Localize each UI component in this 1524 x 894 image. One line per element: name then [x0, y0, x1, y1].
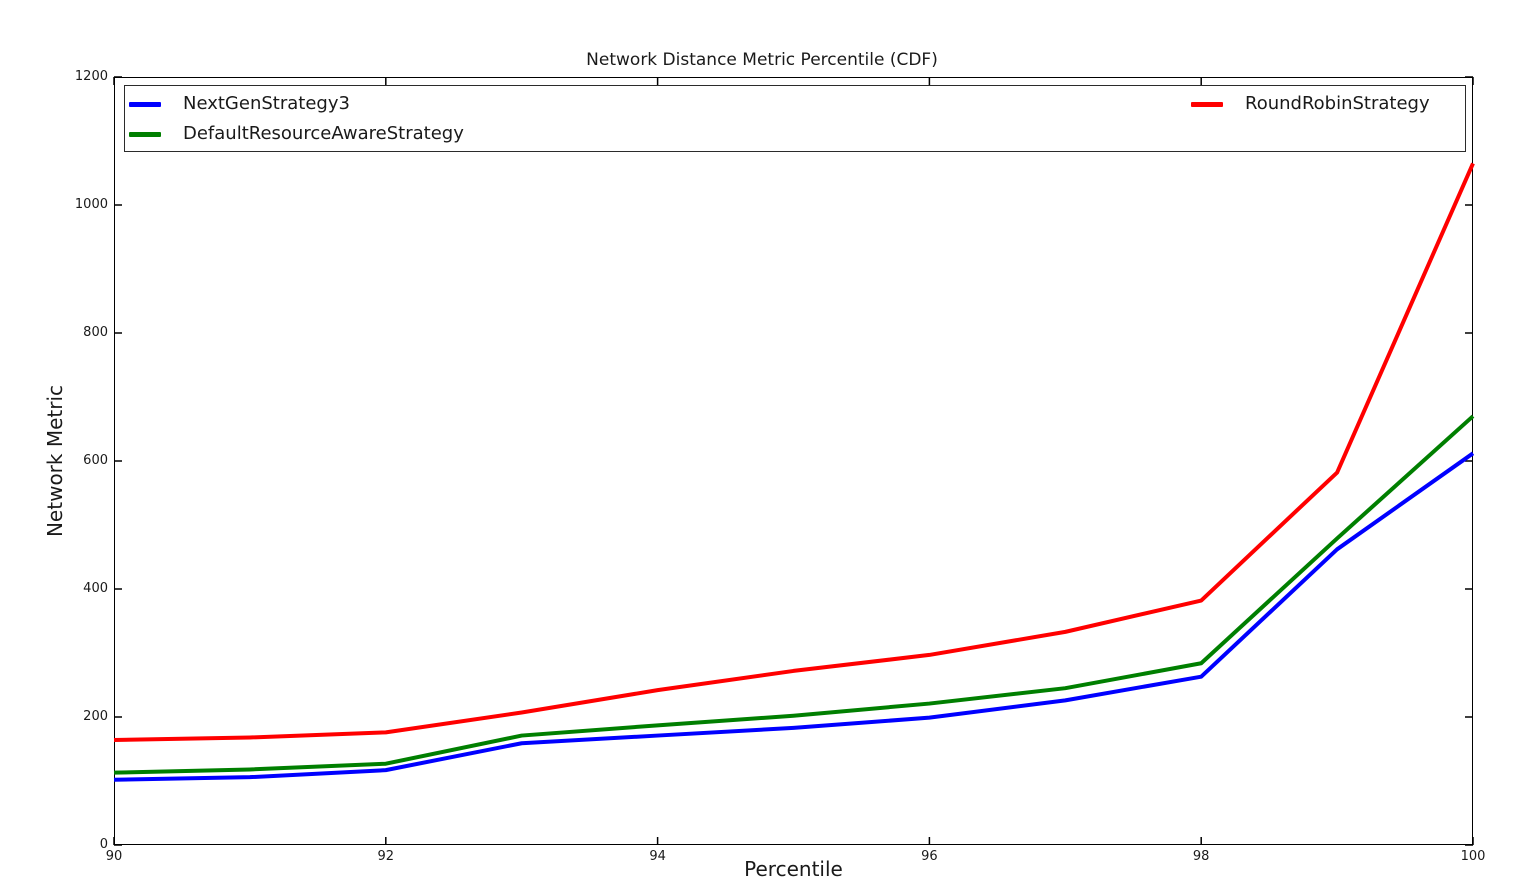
- chart-title: Network Distance Metric Percentile (CDF): [586, 50, 938, 70]
- legend-swatch-blue-line: [129, 101, 161, 107]
- y-tick-label: 400: [83, 581, 108, 596]
- y-tick-label: 600: [83, 453, 108, 468]
- x-tick-label: 98: [1192, 849, 1210, 864]
- legend: NextGenStrategy3 DefaultResourceAwareStr…: [124, 85, 1466, 152]
- x-tick-label: 100: [1460, 849, 1486, 864]
- legend-swatch-red-line: [1191, 101, 1223, 107]
- x-tick-label: 96: [921, 849, 938, 864]
- legend-label: NextGenStrategy3: [183, 93, 350, 114]
- x-tick-label: 92: [377, 849, 395, 864]
- legend-swatch-green-line: [129, 131, 161, 137]
- x-tick-label: 94: [649, 849, 666, 864]
- y-tick-label: 0: [99, 837, 108, 852]
- legend-entry: RoundRobinStrategy: [1191, 93, 1430, 115]
- legend-label: DefaultResourceAwareStrategy: [183, 123, 464, 144]
- plot-area: [114, 77, 1473, 845]
- legend-label: RoundRobinStrategy: [1245, 93, 1430, 114]
- y-tick-label: 200: [83, 709, 108, 724]
- legend-entry: NextGenStrategy3: [129, 93, 350, 115]
- x-axis-label: Percentile: [744, 857, 843, 881]
- legend-entry: DefaultResourceAwareStrategy: [129, 123, 464, 145]
- x-tick-label: 90: [105, 849, 123, 864]
- y-tick-label: 1200: [74, 69, 108, 84]
- y-tick-label: 800: [83, 325, 108, 340]
- y-tick-label: 1000: [74, 197, 108, 212]
